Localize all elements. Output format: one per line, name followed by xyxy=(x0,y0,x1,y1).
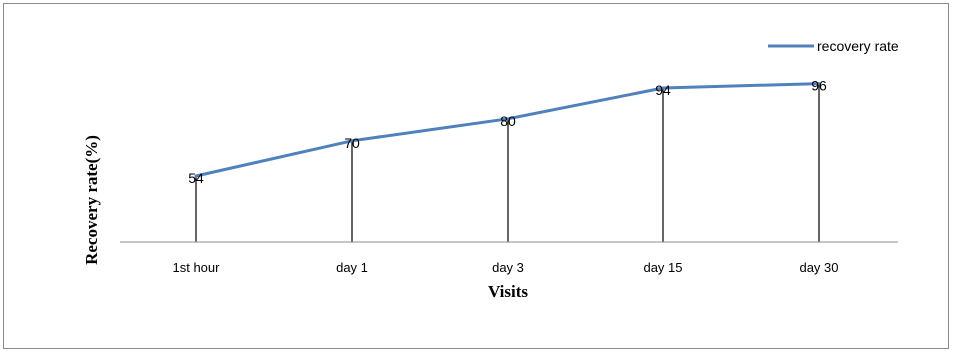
data-label: 96 xyxy=(811,78,827,94)
x-tick-label: day 15 xyxy=(643,260,682,275)
series-line-recovery-rate xyxy=(194,82,821,178)
x-tick-labels: 1st hour day 1 day 3 day 15 day 30 xyxy=(173,260,839,275)
x-tick-label: day 3 xyxy=(492,260,524,275)
drop-lines xyxy=(195,83,820,242)
x-tick-label: day 30 xyxy=(799,260,838,275)
chart-frame xyxy=(3,3,949,349)
data-label: 54 xyxy=(188,170,204,186)
x-axis-title: Visits xyxy=(488,282,528,301)
y-axis-title: Recovery rate(%) xyxy=(82,135,101,265)
legend-label: recovery rate xyxy=(817,38,899,54)
legend: recovery rate xyxy=(768,38,899,54)
x-tick-label: day 1 xyxy=(336,260,368,275)
x-tick-label: 1st hour xyxy=(173,260,221,275)
data-label: 94 xyxy=(655,82,671,98)
data-labels: 54 70 80 94 96 xyxy=(188,78,827,186)
data-label: 80 xyxy=(500,113,516,129)
data-label: 70 xyxy=(344,135,360,151)
